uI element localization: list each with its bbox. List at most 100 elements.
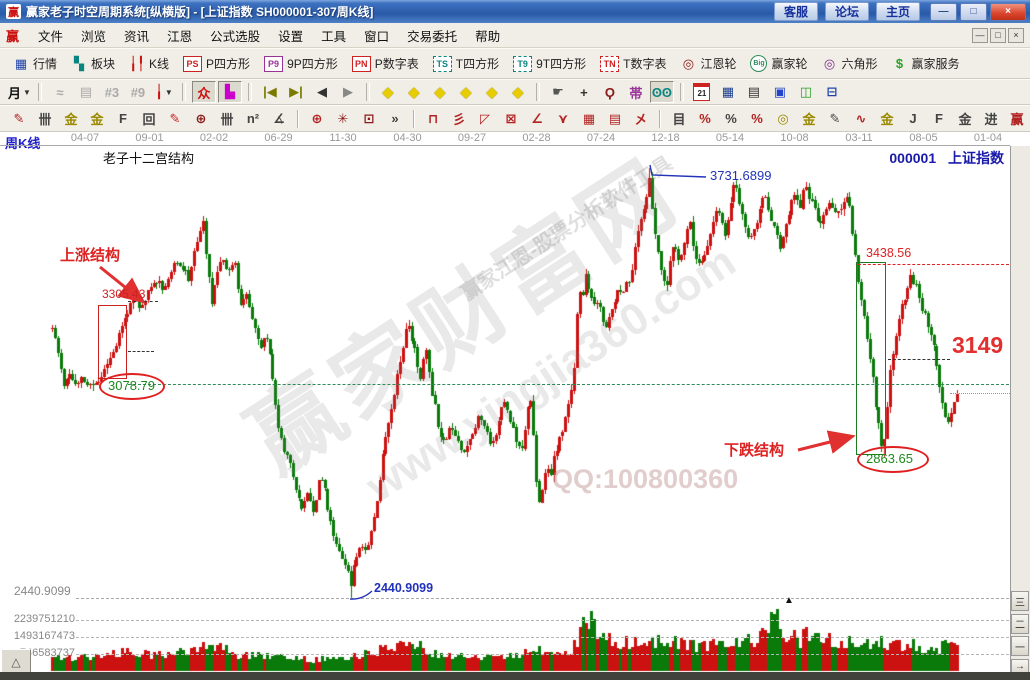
panes-two-button[interactable]: 二 (1011, 613, 1029, 634)
f-angle-line-tool[interactable]: F (927, 108, 951, 130)
period-fence-tool[interactable]: 卌 (33, 108, 57, 130)
9t-square-button[interactable]: T9 9T四方形 (506, 55, 593, 72)
zoom-x-in-tool[interactable]: ◆ (402, 81, 426, 103)
maximize-button[interactable]: □ (960, 2, 987, 21)
zoom-all-tool[interactable]: ◆ (480, 81, 504, 103)
stretch-x-tool[interactable]: ◆ (428, 81, 452, 103)
p-square-button[interactable]: PS P四方形 (176, 55, 257, 72)
winner-wheel-button[interactable]: Big 赢家轮 (743, 55, 814, 72)
nav-last-tool[interactable]: ▶| (284, 81, 308, 103)
child-close-button[interactable]: × (1008, 27, 1024, 43)
net-share-tool-tool[interactable]: ◫ (794, 81, 818, 103)
remote-pc-tool-tool[interactable]: ⊟ (820, 81, 844, 103)
gold-angle-line-tool[interactable]: 金 (953, 108, 977, 130)
web-square-tool[interactable]: ⊡ (357, 108, 381, 130)
colored-kline-tool[interactable]: ▙ (217, 81, 242, 103)
bars9-disabled-tool[interactable]: #9 (126, 81, 150, 103)
percent-levels-tool[interactable]: % (745, 108, 769, 130)
measure-tool-tool[interactable]: Ϙ (598, 81, 622, 103)
binoculars-tool-tool[interactable]: ʘʘ (649, 81, 674, 103)
angle-mirror-tool[interactable]: ∡ (267, 108, 291, 130)
v-lines-tool[interactable]: ⋎ (551, 108, 575, 130)
gold-fence-2-tool[interactable]: 金 (85, 108, 109, 130)
panes-three-button[interactable]: 三 (1011, 591, 1029, 611)
flag-knife-tool[interactable]: ✎ (823, 108, 847, 130)
angle-fan-tool[interactable]: ∠ (525, 108, 549, 130)
menu-item-formula-stock-pick[interactable]: 公式选股 (210, 29, 261, 44)
hexagon-button[interactable]: ◎ 六角形 (815, 55, 885, 72)
homepage-button[interactable]: 主页 (876, 2, 920, 21)
shrink-x-tool[interactable]: ◆ (454, 81, 478, 103)
gold-fence-tool[interactable]: 金 (59, 108, 83, 130)
minimize-button[interactable]: — (930, 2, 957, 21)
j-angle-line-tool[interactable]: J (901, 108, 925, 130)
f-fence-tool[interactable]: F (111, 108, 135, 130)
cycle-ring-tool[interactable]: 回 (137, 108, 161, 130)
knife-tool-tool[interactable]: ✎ (7, 108, 31, 130)
nav-next-tool[interactable]: ▶ (336, 81, 360, 103)
child-minimize-button[interactable]: — (972, 27, 988, 43)
menu-item-trade-entrust[interactable]: 交易委托 (407, 29, 458, 44)
wave-band-tool[interactable]: ∿ (849, 108, 873, 130)
red-knife-tool[interactable]: ✎ (163, 108, 187, 130)
calculator-tool-tool[interactable]: ▦ (716, 81, 740, 103)
kline-chart-canvas[interactable] (0, 146, 1010, 672)
close-button[interactable]: × (990, 2, 1026, 21)
save-tool-tool[interactable]: ▣ (768, 81, 792, 103)
compare-tool-tool[interactable]: 目 (667, 108, 691, 130)
panes-one-button[interactable]: 一 (1011, 636, 1029, 656)
pane-expand-right-button[interactable]: → (1011, 658, 1029, 672)
grid-tool-2-tool[interactable]: ▤ (603, 108, 627, 130)
golden-section-tool[interactable]: 金 (797, 108, 821, 130)
zoom-x-out-tool[interactable]: ◆ (376, 81, 400, 103)
web-box-tool[interactable]: ◸ (473, 108, 497, 130)
menu-item-gann[interactable]: 江恩 (167, 29, 193, 44)
period-month-tool[interactable]: 月 ▼ (7, 81, 32, 103)
t-square-button[interactable]: TS T四方形 (426, 55, 506, 72)
hand-tool-tool[interactable]: ☛ (546, 81, 570, 103)
list-disabled-tool[interactable]: ▤ (74, 81, 98, 103)
wave-structure-tool[interactable]: 众 (191, 81, 216, 103)
golden-price-tool[interactable]: 金 (875, 108, 899, 130)
kline-button[interactable]: ╽╿ K线 (122, 55, 176, 72)
menu-item-browse[interactable]: 浏览 (81, 29, 107, 44)
cross-lines-tool[interactable]: 㐅 (629, 108, 653, 130)
menu-item-news[interactable]: 资讯 (124, 29, 150, 44)
crosshair-tool-tool[interactable]: + (572, 81, 596, 103)
menu-item-help[interactable]: 帮助 (475, 29, 501, 44)
t-number-table-button[interactable]: TN T数字表 (593, 55, 673, 72)
plain-fence-tool[interactable]: 卌 (215, 108, 239, 130)
time-circle-tool[interactable]: ⊕ (189, 108, 213, 130)
box-tool-tool[interactable]: ⊓ (421, 108, 445, 130)
menu-item-settings[interactable]: 设置 (278, 29, 304, 44)
menu-item-file[interactable]: 文件 (38, 29, 64, 44)
gann-wheel-button[interactable]: ◎ 江恩轮 (673, 55, 743, 72)
ray-fan-tool[interactable]: 彡 (447, 108, 471, 130)
gann-lines-disabled-tool[interactable]: ≈ (48, 81, 72, 103)
percent-tool-tool[interactable]: % (719, 108, 743, 130)
grid-tool-tool[interactable]: ▦ (577, 108, 601, 130)
magic-tool-tool[interactable]: 帯 (624, 81, 648, 103)
quotes-button[interactable]: ▦ 行情 (6, 55, 64, 72)
target-circle-tool[interactable]: ⊕ (305, 108, 329, 130)
forum-button[interactable]: 论坛 (825, 2, 869, 21)
9p-square-button[interactable]: P9 9P四方形 (257, 55, 345, 72)
bars3-disabled-tool[interactable]: #3 (100, 81, 124, 103)
nav-first-tool[interactable]: |◀ (258, 81, 282, 103)
more-tools-tool[interactable]: » (383, 108, 407, 130)
nav-prev-tool[interactable]: ◀ (310, 81, 334, 103)
web-box-2-tool[interactable]: ⊠ (499, 108, 523, 130)
n-square-tool[interactable]: n² (241, 108, 265, 130)
corner-triangle-button[interactable]: △ (1, 649, 31, 672)
menu-item-window[interactable]: 窗口 (364, 29, 390, 44)
menu-item-tools[interactable]: 工具 (321, 29, 347, 44)
notes-tool-tool[interactable]: ▤ (742, 81, 766, 103)
winner-service-button[interactable]: $ 赢家服务 (885, 55, 967, 72)
sectors-button[interactable]: ▚ 板块 (64, 55, 122, 72)
web-rays-tool[interactable]: ✳ (331, 108, 355, 130)
customer-service-button[interactable]: 客服 (774, 2, 818, 21)
fit-screen-tool[interactable]: ◆ (506, 81, 530, 103)
winner-line-tool[interactable]: 赢 (1005, 108, 1029, 130)
p-number-table-button[interactable]: PN P数字表 (345, 55, 426, 72)
advance-line-tool[interactable]: 进 (979, 108, 1003, 130)
